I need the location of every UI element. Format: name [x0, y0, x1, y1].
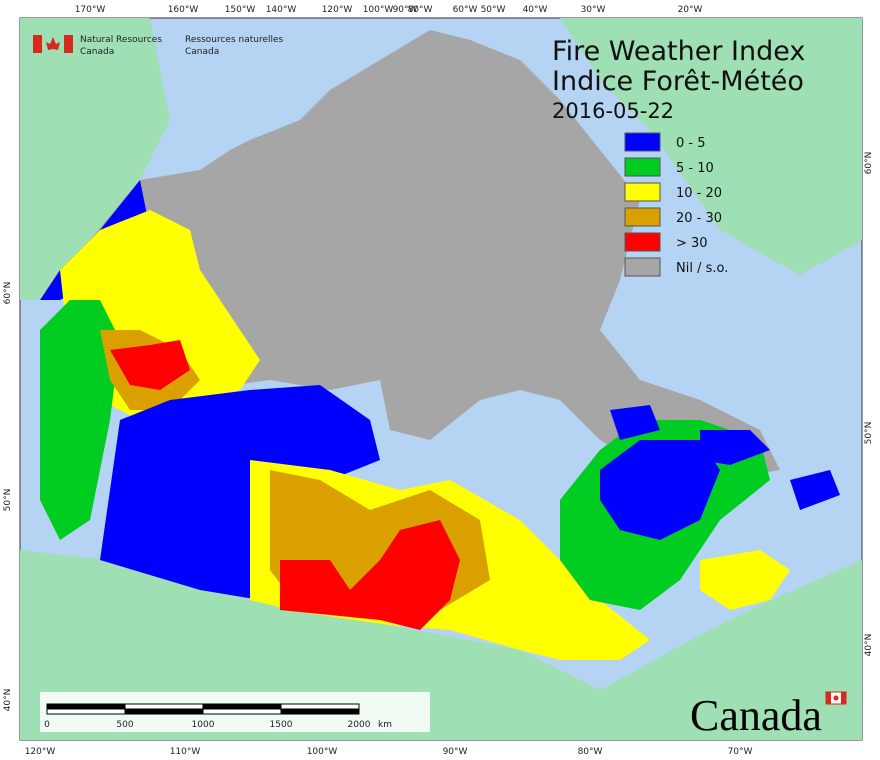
- legend-swatch: [624, 132, 661, 152]
- zone-low-mod: [40, 300, 120, 540]
- scale-label: 2000: [348, 720, 371, 730]
- canada-wordmark: Canada: [690, 691, 847, 740]
- scale-seg: [280, 703, 360, 710]
- scale-seg: [280, 708, 360, 715]
- lat-label: 40°N: [3, 689, 13, 712]
- lon-label: 50°W: [481, 5, 506, 15]
- zone-low-nfld: [790, 470, 840, 510]
- left-graticule: 60°N 50°N 40°N: [3, 282, 13, 712]
- lon-label: 110°W: [170, 747, 201, 757]
- lon-label: 80°W: [578, 747, 603, 757]
- legend-swatch: [624, 207, 661, 227]
- legend-label: 5 - 10: [676, 161, 714, 176]
- flag-bar: [33, 35, 42, 53]
- agency-en: Canada: [80, 47, 114, 57]
- wordmark: Canada: [690, 691, 822, 740]
- nrcan-logo: Natural Resources Canada Ressources natu…: [33, 35, 284, 57]
- lon-label: 100°W: [307, 747, 338, 757]
- maple-leaf: [833, 695, 839, 701]
- greenland: [560, 18, 862, 275]
- flag-bar: [64, 35, 73, 53]
- lat-label: 60°N: [3, 282, 13, 305]
- scale-seg: [202, 708, 282, 715]
- lat-label: 50°N: [864, 422, 874, 445]
- agency-fr: Canada: [185, 47, 219, 57]
- lon-label: 90°W: [443, 747, 468, 757]
- lat-label: 60°N: [864, 152, 874, 175]
- zone-low-west: [100, 385, 380, 600]
- legend-swatch: [624, 182, 661, 202]
- legend-label: 0 - 5: [676, 136, 706, 151]
- zone-low-east: [600, 440, 720, 540]
- lon-label: 20°W: [678, 5, 703, 15]
- bottom-graticule: 120°W 110°W 100°W 90°W 80°W 70°W: [25, 747, 753, 757]
- agency-fr: Ressources naturelles: [185, 35, 284, 45]
- legend-label: > 30: [676, 236, 708, 251]
- zone-extreme: [110, 340, 190, 390]
- legend-label: Nil / s.o.: [676, 261, 728, 276]
- agency-en: Natural Resources: [80, 35, 162, 45]
- maple-leaf: [46, 37, 60, 50]
- alaska: [20, 18, 170, 300]
- scale-seg: [124, 703, 204, 710]
- scale-seg: [46, 708, 126, 715]
- legend-swatch: [624, 232, 661, 252]
- lon-label: 120°W: [322, 5, 353, 15]
- zone-moderate-maritimes: [700, 550, 790, 610]
- fwi-zones: [40, 180, 840, 660]
- lon-label: 150°W: [225, 5, 256, 15]
- lon-label: 80°W: [408, 5, 433, 15]
- zone-low-labrador: [610, 405, 660, 440]
- legend-swatch: [624, 257, 661, 277]
- lon-label: 40°W: [523, 5, 548, 15]
- scale-label: 1000: [192, 720, 215, 730]
- lon-label: 90°W: [393, 5, 418, 15]
- scale-unit: km: [378, 720, 392, 730]
- right-graticule: 60°N 50°N 40°N: [864, 152, 874, 657]
- lon-label: 60°W: [453, 5, 478, 15]
- lon-label: 160°W: [168, 5, 199, 15]
- flag-bar: [826, 692, 831, 704]
- scale-label: 0: [44, 720, 50, 730]
- scale-seg: [202, 703, 282, 710]
- flag-bar: [841, 692, 846, 704]
- title: Indice Forêt-Météo: [552, 66, 804, 97]
- scale-label: 500: [116, 720, 133, 730]
- scale-label: 1500: [270, 720, 293, 730]
- lon-label: 100°W: [363, 5, 394, 15]
- date: 2016-05-22: [552, 99, 674, 123]
- lat-label: 40°N: [864, 634, 874, 657]
- scale-seg: [46, 703, 126, 710]
- title: Fire Weather Index: [552, 36, 805, 67]
- lon-label: 30°W: [581, 5, 606, 15]
- scale-bar: 0 500 1000 1500 2000 km: [40, 692, 430, 732]
- lon-label: 120°W: [25, 747, 56, 757]
- top-graticule: 170°W 160°W 150°W 140°W 120°W 100°W 90°W80°W 60…: [75, 5, 703, 15]
- zone-extreme-central: [280, 520, 460, 630]
- lon-label: 70°W: [728, 747, 753, 757]
- legend-label: 20 - 30: [676, 211, 722, 226]
- lon-label: 140°W: [266, 5, 297, 15]
- legend: 0 - 5 5 - 10 10 - 20 20 - 30 > 30 Nil / s.o.: [624, 132, 728, 277]
- zone-low-labrador2: [700, 430, 770, 465]
- lon-label: 170°W: [75, 5, 106, 15]
- scale-seg: [124, 708, 204, 715]
- legend-swatch: [624, 157, 661, 177]
- legend-label: 10 - 20: [676, 186, 722, 201]
- lat-label: 50°N: [3, 489, 13, 512]
